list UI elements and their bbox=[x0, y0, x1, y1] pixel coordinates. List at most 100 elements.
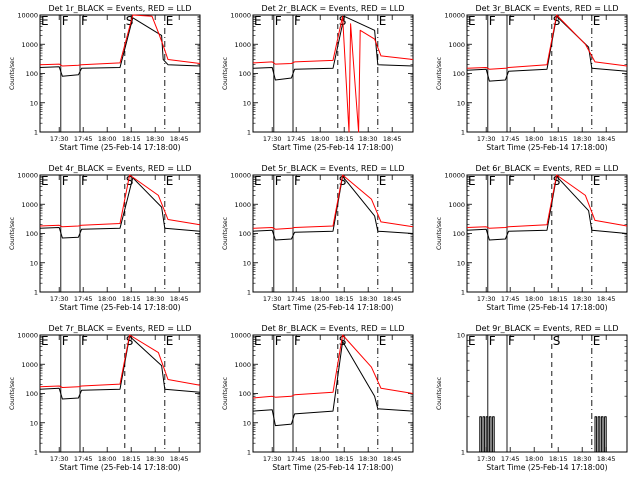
x-tick-label: 17:45 bbox=[501, 135, 520, 143]
y-tick-label: 10000 bbox=[230, 172, 251, 180]
x-axis-label: Start Time (25-Feb-14 17:18:00) bbox=[486, 303, 607, 312]
x-tick-label: 17:45 bbox=[501, 455, 520, 463]
x-tick-label: 18:00 bbox=[311, 135, 330, 143]
y-tick-label: 1 bbox=[247, 449, 251, 457]
chart-panel-1: Det 1r_BLACK = Events, RED = LLD 1 10 100 10… bbox=[9, 4, 201, 152]
marker-label: E bbox=[254, 174, 262, 188]
x-tick-label: 17:45 bbox=[287, 455, 306, 463]
x-axis-label: Start Time (25-Feb-14 17:18:00) bbox=[59, 463, 180, 472]
chart-title: Det 5r_BLACK = Events, RED = LLD bbox=[261, 164, 404, 173]
x-tick-label: 17:30 bbox=[263, 135, 282, 143]
series-line-events bbox=[466, 175, 628, 241]
marker-label: E bbox=[468, 174, 476, 188]
series-line-events bbox=[479, 416, 608, 453]
plot-frame bbox=[39, 174, 201, 293]
x-tick-label: 18:15 bbox=[549, 135, 568, 143]
series-line-events bbox=[252, 175, 414, 241]
y-axis-label: Counts/sec bbox=[222, 217, 229, 250]
marker-label: F bbox=[62, 14, 69, 28]
x-tick-label: 18:30 bbox=[573, 295, 592, 303]
series-line-lld bbox=[252, 15, 414, 133]
plot-frame bbox=[39, 334, 201, 453]
marker-label: E bbox=[41, 174, 49, 188]
plot-frame bbox=[252, 14, 414, 133]
y-axis-label: Counts/sec bbox=[222, 57, 229, 90]
y-tick-label: 1000 bbox=[448, 41, 465, 49]
y-tick-label: 10 bbox=[457, 99, 465, 107]
marker-label: F bbox=[62, 174, 69, 188]
x-tick-label: 18:00 bbox=[525, 295, 544, 303]
y-tick-label: 100 bbox=[26, 390, 38, 398]
y-tick-label: 100 bbox=[239, 70, 251, 78]
chart-title: Det 3r_BLACK = Events, RED = LLD bbox=[475, 4, 618, 13]
x-tick-label: 18:45 bbox=[170, 455, 189, 463]
x-axis-label: Start Time (25-Feb-14 17:18:00) bbox=[272, 303, 393, 312]
x-axis-label: Start Time (25-Feb-14 17:18:00) bbox=[486, 463, 607, 472]
x-tick-label: 17:45 bbox=[74, 135, 93, 143]
x-tick-label: 17:30 bbox=[477, 455, 496, 463]
marker-label: S bbox=[553, 174, 561, 188]
chart-title: Det 6r_BLACK = Events, RED = LLD bbox=[475, 164, 618, 173]
y-tick-label: 10000 bbox=[230, 332, 251, 340]
y-axis-label: Counts/sec bbox=[9, 377, 16, 410]
marker-label: S bbox=[339, 334, 347, 348]
marker-label: F bbox=[294, 334, 301, 348]
marker-label: S bbox=[553, 14, 561, 28]
y-tick-label: 1000 bbox=[448, 201, 465, 209]
chart-panel-4: Det 4r_BLACK = Events, RED = LLD 1 10 100 10… bbox=[9, 164, 201, 312]
marker-label: F bbox=[294, 174, 301, 188]
x-tick-label: 18:00 bbox=[311, 455, 330, 463]
x-tick-label: 18:00 bbox=[311, 295, 330, 303]
plot-frame bbox=[466, 14, 628, 133]
x-tick-label: 18:30 bbox=[359, 135, 378, 143]
series-line-lld bbox=[252, 174, 414, 230]
x-tick-label: 17:45 bbox=[287, 295, 306, 303]
y-axis-label: Counts/sec bbox=[436, 217, 443, 250]
x-tick-label: 17:45 bbox=[74, 295, 93, 303]
y-tick-label: 10 bbox=[243, 419, 251, 427]
y-tick-label: 10000 bbox=[17, 12, 38, 20]
chart-title: Det 7r_BLACK = Events, RED = LLD bbox=[48, 324, 191, 333]
y-tick-label: 1 bbox=[461, 449, 465, 457]
y-tick-label: 1 bbox=[461, 129, 465, 137]
marker-label: F bbox=[508, 334, 515, 348]
x-tick-label: 18:45 bbox=[170, 295, 189, 303]
marker-label: E bbox=[468, 14, 476, 28]
marker-label: F bbox=[275, 174, 282, 188]
marker-label: E bbox=[166, 334, 174, 348]
y-tick-label: 100 bbox=[239, 390, 251, 398]
y-tick-label: 1 bbox=[34, 449, 38, 457]
marker-label: S bbox=[339, 174, 347, 188]
y-axis-label: Counts/sec bbox=[222, 377, 229, 410]
series-line-lld bbox=[466, 174, 628, 229]
x-tick-label: 18:30 bbox=[573, 455, 592, 463]
x-axis-label: Start Time (25-Feb-14 17:18:00) bbox=[272, 463, 393, 472]
x-tick-label: 17:30 bbox=[50, 295, 69, 303]
y-tick-label: 10 bbox=[30, 419, 38, 427]
y-tick-label: 1000 bbox=[21, 361, 38, 369]
chart-panel-5: Det 5r_BLACK = Events, RED = LLD 1 10 100 10… bbox=[222, 164, 414, 312]
marker-label: F bbox=[275, 334, 282, 348]
series-line-lld bbox=[252, 334, 414, 399]
marker-label: F bbox=[62, 334, 69, 348]
y-tick-label: 10000 bbox=[444, 12, 465, 20]
y-axis-label: Counts/sec bbox=[9, 217, 16, 250]
x-tick-label: 18:45 bbox=[383, 135, 402, 143]
marker-label: S bbox=[126, 14, 134, 28]
x-tick-label: 18:30 bbox=[359, 295, 378, 303]
y-tick-label: 100 bbox=[26, 230, 38, 238]
marker-label: E bbox=[254, 14, 262, 28]
x-tick-label: 18:15 bbox=[335, 455, 354, 463]
marker-label: E bbox=[379, 174, 387, 188]
marker-label: E bbox=[166, 14, 174, 28]
series-line-events bbox=[39, 17, 201, 77]
x-tick-label: 18:30 bbox=[146, 135, 165, 143]
marker-label: F bbox=[489, 334, 496, 348]
series-line-events bbox=[39, 177, 201, 239]
x-axis-label: Start Time (25-Feb-14 17:18:00) bbox=[59, 303, 180, 312]
plot-frame bbox=[39, 14, 201, 133]
x-tick-label: 17:30 bbox=[263, 295, 282, 303]
chart-panel-7: Det 7r_BLACK = Events, RED = LLD 1 10 100 10… bbox=[9, 324, 201, 472]
x-tick-label: 17:45 bbox=[74, 455, 93, 463]
